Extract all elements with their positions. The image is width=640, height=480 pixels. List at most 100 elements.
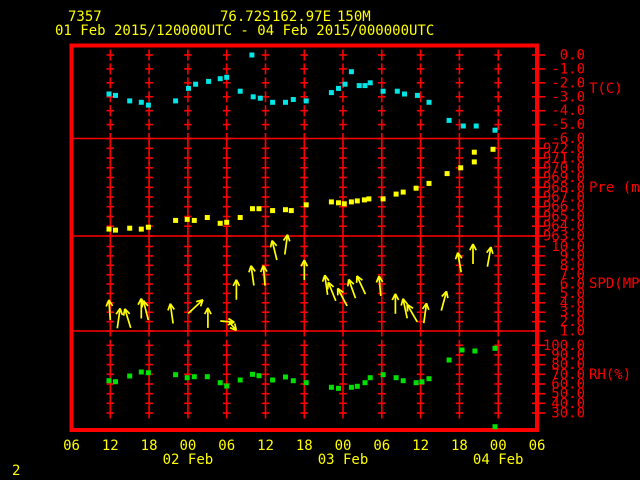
pressure-point xyxy=(471,159,477,165)
y-tick-label: 967.0 xyxy=(543,190,585,206)
temperature-point xyxy=(290,97,296,102)
wind-arrow-stroke xyxy=(422,303,428,324)
temperature-point xyxy=(348,69,354,75)
y-tick-label: 969.0 xyxy=(543,170,585,186)
wind-arrow xyxy=(115,307,124,329)
wind-arrow xyxy=(269,240,278,261)
wind-arrow-stroke xyxy=(167,303,172,311)
temperature-point xyxy=(217,76,223,82)
wind-arrow-stroke xyxy=(203,307,209,315)
pressure-point xyxy=(341,201,347,207)
y-tick-label: 4.0 xyxy=(560,295,585,311)
pressure-point xyxy=(366,196,372,202)
wind-arrow xyxy=(248,265,256,286)
temperature-point xyxy=(186,85,191,91)
pressure-point xyxy=(191,217,197,223)
y-tick-label: 100.0 xyxy=(543,338,585,354)
temperature-point xyxy=(303,98,309,104)
pressure-point xyxy=(113,227,118,233)
pressure-point xyxy=(270,208,276,214)
pressure-point xyxy=(400,189,406,195)
temperature-point xyxy=(414,92,420,98)
wind-arrow-stroke xyxy=(248,265,252,273)
wind-arrow-stroke xyxy=(303,259,309,267)
wind-arrow-stroke xyxy=(421,302,428,310)
relative_humidity-point xyxy=(256,373,262,379)
wind-arrow xyxy=(122,308,132,329)
pressure-point xyxy=(354,198,360,204)
wind-arrow-stroke xyxy=(375,275,380,283)
wind-arrow-stroke xyxy=(250,265,256,272)
wind-arrow xyxy=(486,246,494,267)
y-axis-labels: 0.0-1.0-2.0-3.0-4.0-5.0-6.0 T(C) 972.0971.… xyxy=(543,48,640,422)
relative_humidity-point xyxy=(362,380,368,386)
relative_humidity-point xyxy=(354,383,360,389)
panel-unit-label: Pre (mb) xyxy=(589,180,640,196)
wind-arrow xyxy=(259,265,268,286)
y-tick-label: 964.0 xyxy=(543,219,585,235)
relative_humidity-point xyxy=(367,375,373,381)
temperature-point xyxy=(492,127,498,133)
wind-arrow-stroke xyxy=(486,246,492,254)
wind-arrow-stroke xyxy=(406,303,414,310)
y-tick-label: 2.0 xyxy=(560,314,585,330)
wind-arrow-stroke xyxy=(425,303,430,311)
wind-arrow-stroke xyxy=(105,299,110,307)
wind-arrow xyxy=(203,307,212,328)
station-elevation: 150M xyxy=(337,9,371,25)
temperature-point xyxy=(224,74,230,80)
y-tick-label: 70.0 xyxy=(551,367,585,383)
wind-arrow-stroke xyxy=(137,298,143,306)
wind-arrow xyxy=(105,299,114,320)
y-tick-label: -4.0 xyxy=(551,103,585,119)
wind-arrow-stroke xyxy=(286,234,291,242)
y-tick-label: 60.0 xyxy=(551,377,585,393)
temperature-point xyxy=(473,123,479,129)
wind-arrow xyxy=(282,234,291,255)
wind-arrow xyxy=(440,290,449,311)
hour-label: 12 xyxy=(412,438,429,454)
relative_humidity-point xyxy=(250,371,255,377)
wind-arrow-stroke xyxy=(207,307,212,315)
y-tick-label: 10.0 xyxy=(551,239,585,255)
relative_humidity-point xyxy=(113,379,118,385)
pressure-point xyxy=(361,197,367,203)
wind-arrow xyxy=(187,298,204,315)
temperature-point xyxy=(138,99,144,105)
temperature-point xyxy=(193,81,199,87)
pressure-point xyxy=(458,165,464,171)
wind-arrow-stroke xyxy=(356,275,363,281)
temperature-point xyxy=(257,95,263,101)
wind-arrow-stroke xyxy=(394,293,400,301)
wind-arrow xyxy=(391,293,400,314)
pressure-point xyxy=(217,220,223,226)
pressure-point xyxy=(288,208,294,214)
relative_humidity-point xyxy=(328,384,334,390)
y-tick-label: 6.0 xyxy=(560,277,585,293)
wind-arrow-stroke xyxy=(250,265,255,286)
temperature-point xyxy=(270,99,276,105)
y-tick-label: 7.0 xyxy=(560,267,585,283)
frame-number: 2 xyxy=(12,463,20,479)
y-tick-label: 965.0 xyxy=(543,209,585,225)
y-tick-label: 40.0 xyxy=(551,396,585,412)
wind-arrow xyxy=(355,275,367,295)
wind-arrow-stroke xyxy=(327,281,337,302)
temperature-point xyxy=(237,88,243,94)
station-longitude: 162.97E xyxy=(272,9,331,25)
pressure-point xyxy=(184,216,190,222)
y-tick-label: 8.0 xyxy=(560,258,585,274)
y-tick-label: 970.0 xyxy=(543,160,585,176)
wind-arrow-stroke xyxy=(457,252,463,259)
relative_humidity-point xyxy=(270,377,276,383)
wind-arrow xyxy=(375,275,384,296)
wind-arrow-stroke xyxy=(229,326,237,332)
relative_humidity-point xyxy=(400,378,406,384)
wind-arrow-stroke xyxy=(454,252,459,260)
relative_humidity-point xyxy=(106,378,112,384)
relative_humidity-point xyxy=(127,373,133,379)
temperature-point xyxy=(328,90,334,96)
wind-arrow xyxy=(400,298,409,319)
